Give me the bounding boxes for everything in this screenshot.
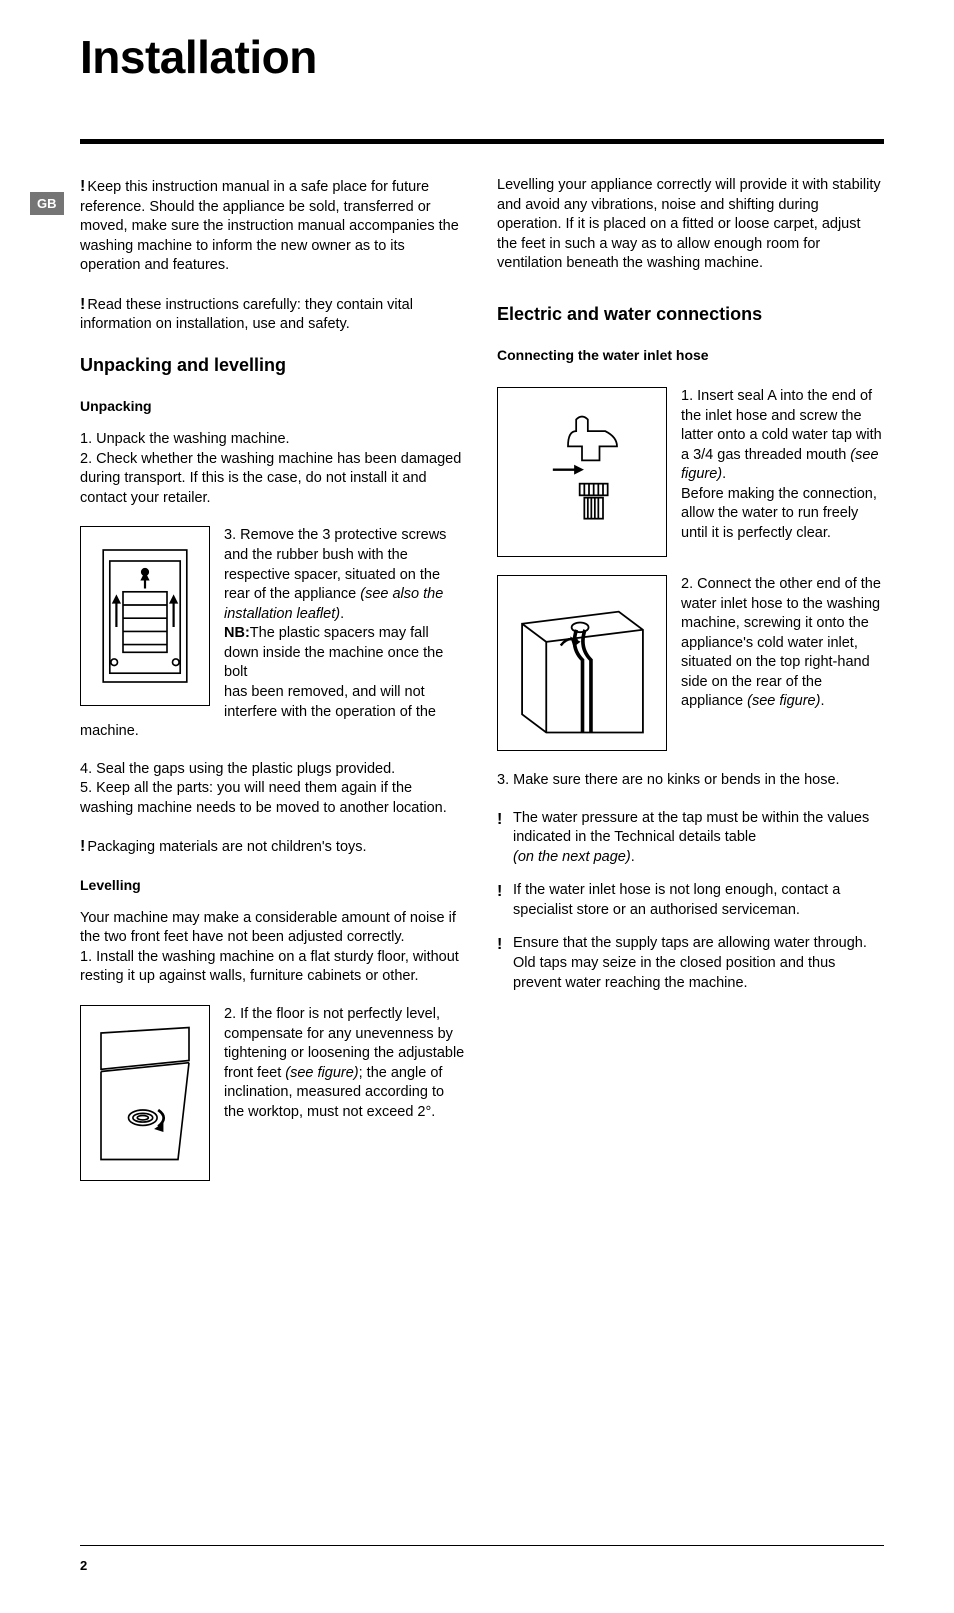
tap-svg-icon [512, 402, 652, 542]
body-text: . [340, 606, 344, 622]
body-text: . [820, 693, 824, 709]
sub-heading-inlet-hose: Connecting the water inlet hose [497, 346, 884, 365]
footer-rule [80, 1545, 884, 1546]
body-text: Ensure that the supply taps are allowing… [513, 934, 884, 993]
body-text: 2. Connect the other end of the water in… [681, 576, 881, 709]
exclamation-icon: ! [80, 178, 85, 195]
body-text: If the water inlet hose is not long enou… [513, 881, 884, 920]
sub-heading-levelling: Levelling [80, 876, 467, 895]
foot-svg-icon [90, 1016, 200, 1171]
list-item: 1. Unpack the washing machine. [80, 430, 467, 450]
title-rule [80, 139, 884, 144]
figure-tap-connection [497, 387, 667, 557]
left-column: !Keep this instruction manual in a safe … [80, 176, 467, 1185]
exclamation-icon: ! [497, 881, 511, 920]
body-text: . [631, 849, 635, 865]
body-text: Read these instructions carefully: they … [80, 297, 413, 333]
warning-paragraph: !Read these instructions carefully: they… [80, 294, 467, 335]
body-text: The plastic spacers may fall down inside… [224, 625, 443, 680]
figure-machine-inlet [497, 575, 667, 751]
exclamation-icon: ! [80, 296, 85, 313]
page-title: Installation [80, 30, 884, 84]
warning-bullet: ! Ensure that the supply taps are allowi… [497, 934, 884, 993]
list-item: 2. Check whether the washing machine has… [80, 450, 467, 509]
warning-bullet: ! If the water inlet hose is not long en… [497, 881, 884, 920]
italic-ref: (see figure) [285, 1065, 358, 1081]
exclamation-icon: ! [497, 934, 511, 993]
sub-heading-unpacking: Unpacking [80, 397, 467, 416]
body-text: Keep this instruction manual in a safe p… [80, 179, 459, 273]
body-text: The water pressure at the tap must be wi… [513, 809, 884, 868]
warning-paragraph: !Keep this instruction manual in a safe … [80, 176, 467, 276]
body-text: Levelling your appliance correctly will … [497, 176, 884, 274]
section-heading-unpacking-levelling: Unpacking and levelling [80, 353, 467, 377]
figure-levelling-foot [80, 1005, 210, 1181]
nb-label: NB: [224, 625, 250, 641]
figure-rear-panel [80, 526, 210, 706]
section-heading-electric-water: Electric and water connections [497, 302, 884, 326]
list-item: 3. Make sure there are no kinks or bends… [497, 771, 884, 791]
body-text: . [722, 466, 726, 482]
list-item: 1. Install the washing machine on a flat… [80, 948, 467, 987]
italic-ref: (see figure) [747, 693, 820, 709]
rear-panel-svg-icon [90, 536, 200, 696]
machine-inlet-svg-icon [510, 587, 655, 739]
warning-bullet: ! The water pressure at the tap must be … [497, 809, 884, 868]
body-text: Your machine may make a considerable amo… [80, 909, 467, 948]
list-item: 4. Seal the gaps using the plastic plugs… [80, 760, 467, 780]
italic-ref: (on the next page) [513, 849, 631, 865]
language-badge: GB [30, 192, 64, 215]
list-item: 5. Keep all the parts: you will need the… [80, 779, 467, 818]
page-number: 2 [80, 1558, 884, 1573]
body-text: Packaging materials are not children's t… [87, 839, 366, 855]
exclamation-icon: ! [80, 838, 85, 855]
right-column: Levelling your appliance correctly will … [497, 176, 884, 1185]
body-text: The water pressure at the tap must be wi… [513, 810, 869, 846]
exclamation-icon: ! [497, 809, 511, 868]
warning-paragraph: !Packaging materials are not children's … [80, 836, 467, 858]
content-columns: !Keep this instruction manual in a safe … [80, 176, 884, 1185]
